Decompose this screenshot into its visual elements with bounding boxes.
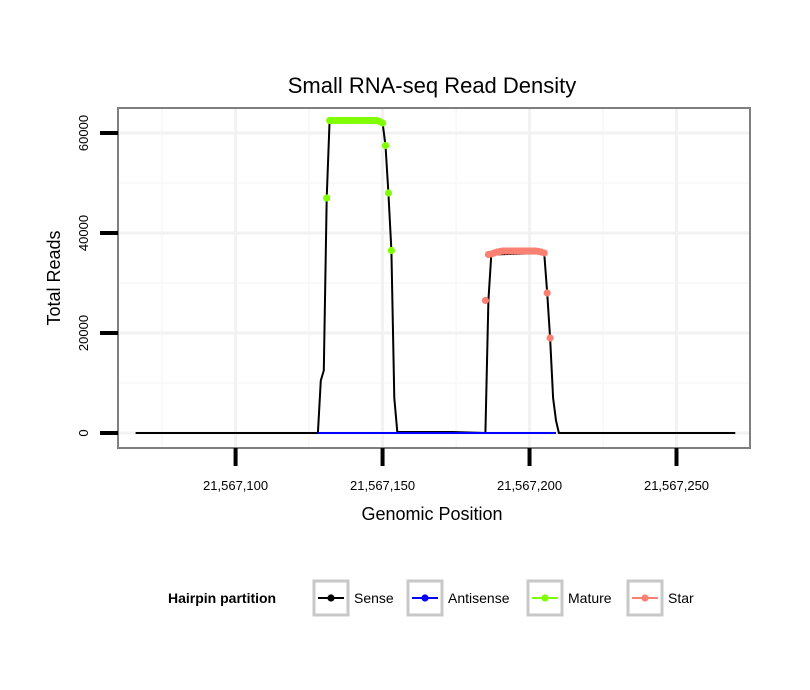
legend-label: Star	[668, 590, 694, 606]
legend-item-sense: Sense	[312, 579, 394, 617]
legend-item-antisense: Antisense	[406, 579, 510, 617]
data-point-star	[543, 289, 551, 297]
chart-title: Small RNA-seq Read Density	[288, 73, 577, 98]
x-tick-label: 21,567,250	[644, 478, 709, 493]
x-axis: 21,567,100 21,567,150 21,567,200 21,567,250	[203, 448, 709, 493]
legend-key-point	[421, 594, 429, 602]
legend-key-point	[327, 594, 335, 602]
x-axis-title: Genomic Position	[361, 504, 502, 524]
data-point-star	[546, 334, 554, 342]
y-axis: 0 20000 40000 60000	[76, 115, 118, 437]
legend-title: Hairpin partition	[168, 590, 276, 606]
data-point-star	[540, 249, 548, 257]
legend-label: Mature	[568, 590, 612, 606]
y-tick-label: 0	[76, 429, 91, 436]
legend-key-point	[541, 594, 549, 602]
legend-items: Sense Antisense Mature Star	[312, 579, 694, 617]
plot-panel	[118, 108, 750, 448]
legend-label: Sense	[354, 590, 394, 606]
data-point-mature	[381, 141, 390, 150]
legend-item-star: Star	[626, 579, 694, 617]
data-point-star	[481, 296, 490, 305]
x-tick-label: 21,567,150	[350, 478, 415, 493]
y-axis-title: Total Reads	[44, 230, 64, 325]
x-tick-label: 21,567,100	[203, 478, 268, 493]
legend-item-mature: Mature	[526, 579, 612, 617]
x-tick-label: 21,567,200	[497, 478, 562, 493]
data-point-mature	[387, 246, 395, 255]
legend: Hairpin partition Sense Antisense Mature St…	[168, 579, 694, 617]
legend-key-point	[641, 594, 649, 602]
data-point-mature	[384, 189, 393, 197]
plot-border	[117, 107, 751, 449]
y-tick-label: 60000	[76, 115, 91, 151]
data-point-mature	[378, 119, 387, 127]
y-tick-label: 40000	[76, 215, 91, 251]
data-point-mature	[323, 194, 331, 202]
legend-label: Antisense	[448, 590, 510, 606]
series-layer	[135, 116, 736, 434]
y-tick-label: 20000	[76, 315, 91, 351]
